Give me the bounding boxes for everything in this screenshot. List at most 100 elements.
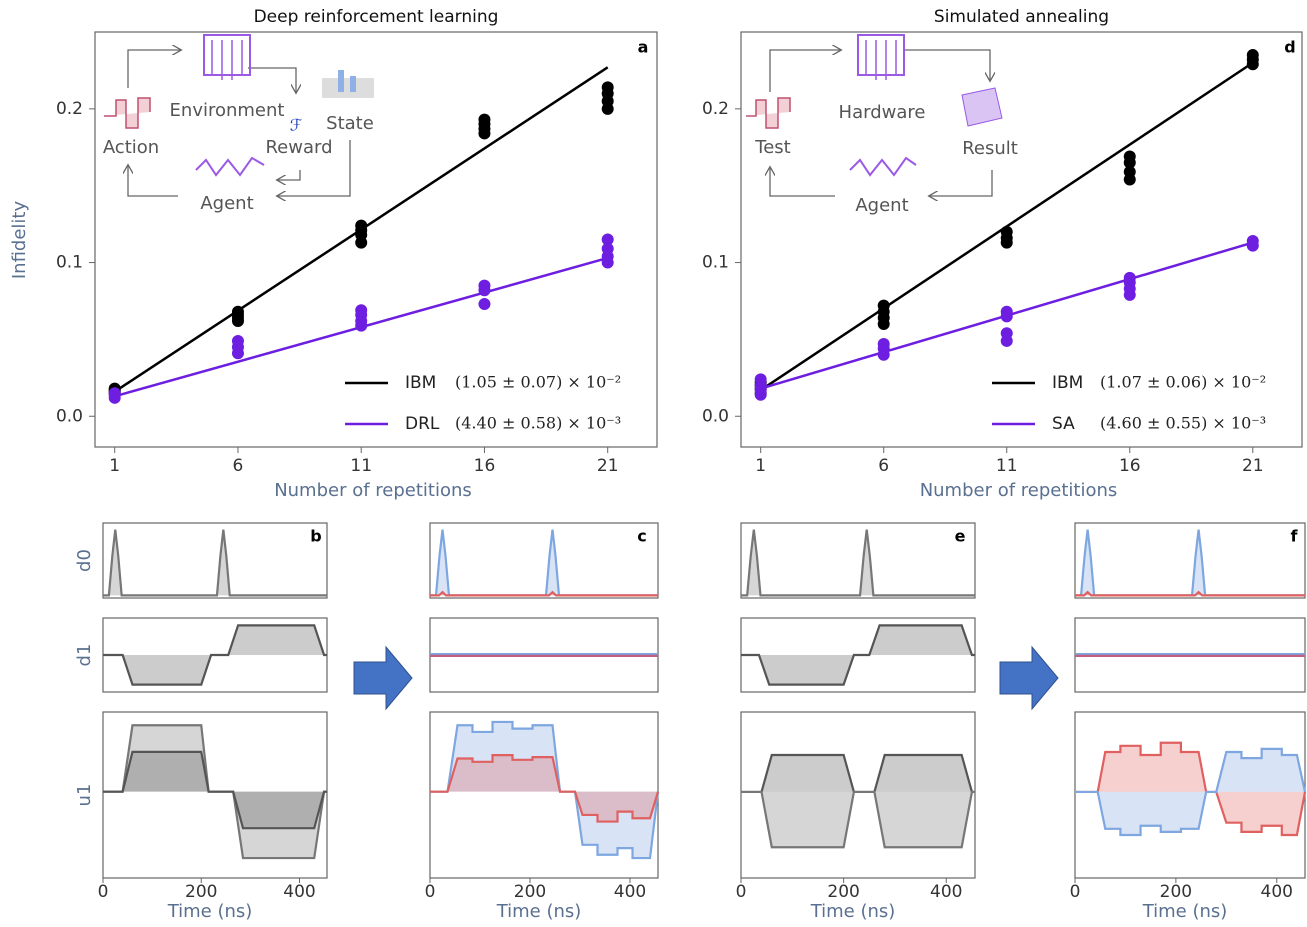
x-tick-label: 400 <box>614 882 646 902</box>
data-point <box>878 338 890 350</box>
channel-label: d0 <box>74 549 95 572</box>
inset-label: Result <box>962 138 1018 159</box>
channel-frame <box>1075 523 1305 598</box>
x-tick-label: 16 <box>474 456 496 476</box>
x-tick-label: 400 <box>1261 882 1293 902</box>
waveform <box>430 592 658 595</box>
data-point <box>755 373 767 385</box>
panel-label: c <box>637 527 646 546</box>
data-point <box>232 306 244 318</box>
x-axis-label: Time (ns) <box>496 901 582 922</box>
panel-label: f <box>1291 527 1299 546</box>
waveform <box>103 752 327 828</box>
y-tick-label: 0.1 <box>56 253 83 273</box>
panel-label: e <box>955 527 966 546</box>
y-tick-label: 0.0 <box>56 406 83 426</box>
x-tick-label: 400 <box>283 882 315 902</box>
data-point <box>355 220 367 232</box>
x-tick-label: 0 <box>425 882 436 902</box>
panel-label: b <box>310 527 321 546</box>
x-tick-label: 6 <box>233 456 244 476</box>
channel-frame <box>430 523 658 598</box>
inset-label: Environment <box>170 100 285 121</box>
y-tick-label: 0.0 <box>702 406 729 426</box>
x-tick-label: 6 <box>878 456 889 476</box>
inset-label: Agent <box>200 193 253 214</box>
data-point <box>232 335 244 347</box>
data-point <box>1247 49 1259 61</box>
x-axis-label: Time (ns) <box>810 901 896 922</box>
x-tick-label: 200 <box>827 882 859 902</box>
x-tick-label: 0 <box>1070 882 1081 902</box>
y-axis-label: Infidelity <box>9 201 30 280</box>
x-tick-label: 200 <box>514 882 546 902</box>
waveform <box>1075 592 1305 595</box>
y-tick-label: 0.2 <box>56 99 83 119</box>
data-point <box>602 234 614 246</box>
x-axis-label: Number of repetitions <box>920 480 1118 501</box>
data-point <box>355 304 367 316</box>
inset-label: Reward <box>265 137 332 158</box>
waveform <box>1075 530 1305 596</box>
chart-title: Simulated annealing <box>934 7 1109 27</box>
data-point <box>878 300 890 312</box>
legend-fit: (1.05 ± 0.07) × 10⁻² <box>455 373 621 392</box>
data-point <box>1001 226 1013 238</box>
waveform <box>741 755 975 792</box>
x-tick-label: 200 <box>185 882 217 902</box>
legend-fit: (4.40 ± 0.58) × 10⁻³ <box>455 414 621 433</box>
data-point <box>478 280 490 292</box>
channel-frame <box>741 523 975 598</box>
x-tick-label: 21 <box>1242 456 1264 476</box>
waveform <box>741 792 975 847</box>
x-tick-label: 200 <box>1160 882 1192 902</box>
data-point <box>1124 272 1136 284</box>
x-tick-label: 1 <box>755 456 766 476</box>
inset-label: Test <box>754 137 790 158</box>
y-tick-label: 0.1 <box>702 253 729 273</box>
legend-label: IBM <box>405 373 436 393</box>
waveform <box>103 625 327 684</box>
data-point <box>1124 151 1136 163</box>
channel-frame <box>103 523 327 598</box>
legend-label: DRL <box>405 414 440 434</box>
data-point <box>1001 306 1013 318</box>
legend-label: IBM <box>1052 373 1083 393</box>
x-tick-label: 16 <box>1119 456 1141 476</box>
x-tick-label: 21 <box>597 456 619 476</box>
panel-label: a <box>638 38 649 57</box>
waveform <box>430 755 658 821</box>
inset-label: Agent <box>855 195 908 216</box>
data-point <box>478 114 490 126</box>
x-tick-label: 400 <box>930 882 962 902</box>
waveform <box>741 530 975 596</box>
waveform <box>103 530 327 596</box>
data-point <box>109 387 121 399</box>
x-tick-label: 11 <box>350 456 372 476</box>
data-point <box>1247 235 1259 247</box>
inset-label: Action <box>103 137 159 158</box>
chart-title: Deep reinforcement learning <box>254 7 499 27</box>
x-tick-label: 0 <box>98 882 109 902</box>
x-axis-label: Number of repetitions <box>274 480 472 501</box>
channel-label: d1 <box>74 644 95 667</box>
x-tick-label: 1 <box>109 456 120 476</box>
x-axis-label: Time (ns) <box>167 901 253 922</box>
x-tick-label: 11 <box>996 456 1018 476</box>
data-point <box>602 81 614 93</box>
y-tick-label: 0.2 <box>702 99 729 119</box>
inset-label: Hardware <box>839 102 926 123</box>
data-point <box>1001 327 1013 339</box>
legend-fit: (4.60 ± 0.55) × 10⁻³ <box>1100 414 1266 433</box>
reward-symbol: ℱ <box>290 116 303 135</box>
data-point <box>478 298 490 310</box>
x-tick-label: 0 <box>736 882 747 902</box>
channel-label: u1 <box>74 784 95 807</box>
figure: Deep reinforcement learning a Number of re… <box>0 0 1307 927</box>
legend-label: SA <box>1052 414 1075 434</box>
inset-label: State <box>326 113 374 134</box>
legend-fit: (1.07 ± 0.06) × 10⁻² <box>1100 373 1266 392</box>
waveform <box>741 625 975 684</box>
x-axis-label: Time (ns) <box>1142 901 1228 922</box>
panel-label: d <box>1284 38 1295 57</box>
